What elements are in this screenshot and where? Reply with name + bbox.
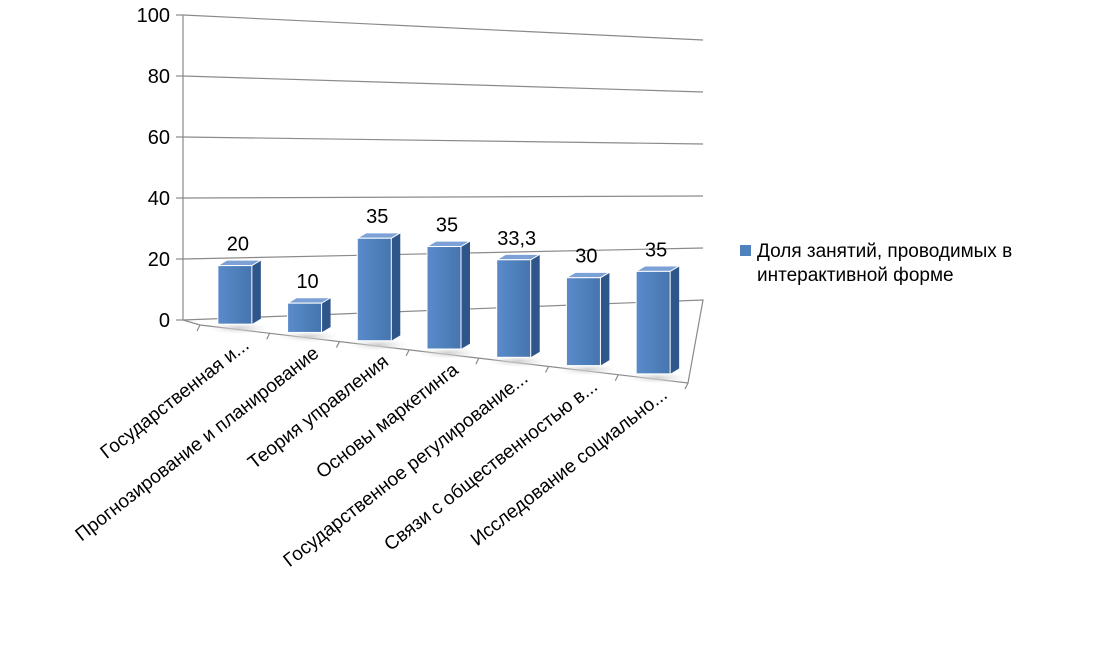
bar-side (321, 297, 331, 333)
x-tick-mark (266, 333, 271, 340)
bar-side (251, 260, 261, 325)
x-tick-mark (545, 366, 550, 373)
bar-shadow (347, 338, 409, 351)
x-tick-label: Основы маркетинга (313, 359, 463, 483)
bar-front (287, 302, 323, 333)
x-tick-mark (335, 341, 340, 348)
x-tick-mark (475, 357, 480, 365)
x-tick-mark (684, 382, 689, 390)
x-tick-mark (405, 349, 410, 357)
legend: Доля занятий, проводимых в интерактивной… (740, 240, 1101, 288)
data-label: 30 (575, 246, 597, 268)
data-label: 35 (645, 239, 667, 261)
bar-front (565, 277, 601, 367)
data-label: 35 (436, 215, 458, 237)
bar-front (635, 270, 671, 375)
gridline (182, 195, 704, 199)
y-tick-label: 40 (148, 188, 170, 210)
y-axis-tick-labels: 0 20 40 60 80 100 (137, 5, 170, 332)
data-labels: 20 10 35 35 33,3 30 35 (227, 206, 668, 293)
y-tick-label: 80 (148, 66, 170, 88)
bar-side (670, 265, 680, 374)
y-tick-label: 20 (148, 249, 170, 271)
bar (208, 259, 270, 335)
x-tick-mark (614, 374, 619, 381)
bar (417, 240, 479, 359)
y-tick-label: 0 (159, 310, 170, 332)
bar-front (496, 259, 532, 358)
x-tick-mark (196, 324, 201, 332)
data-label: 33,3 (497, 228, 536, 250)
bar-shadow (208, 322, 270, 335)
x-tick-label: Государственная и... (97, 335, 254, 464)
data-label: 10 (296, 271, 318, 293)
bar-front (426, 246, 462, 350)
x-tick-label: Теория управления (244, 351, 393, 473)
bar-side (391, 232, 401, 341)
legend-label: Доля занятий, проводимых в интерактивной… (757, 241, 1013, 286)
bar-shadow (487, 355, 549, 368)
bar-front (217, 265, 253, 325)
bar-front (356, 237, 392, 342)
gridline (182, 136, 704, 145)
y-tick-label: 60 (148, 127, 170, 149)
bar-shadow (277, 330, 340, 343)
bars (208, 232, 688, 384)
gridline (182, 14, 704, 41)
bar (487, 253, 549, 368)
bar (277, 297, 340, 343)
bar-side (600, 272, 610, 366)
bar (626, 265, 688, 384)
bar (347, 232, 409, 351)
data-label: 20 (227, 234, 249, 256)
data-label: 35 (366, 206, 388, 228)
y-tick-label: 100 (137, 5, 170, 27)
legend-swatch (740, 245, 751, 256)
bar-side (530, 254, 540, 358)
gridline (182, 75, 704, 93)
bar-side (461, 241, 470, 349)
bar (556, 271, 619, 376)
bar-shadow (417, 347, 479, 359)
bar-shadow (626, 371, 688, 384)
bar-shadow (556, 363, 619, 376)
